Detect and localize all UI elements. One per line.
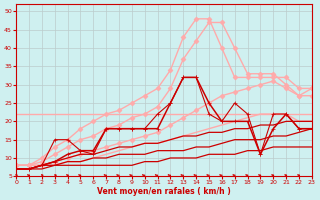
X-axis label: Vent moyen/en rafales ( km/h ): Vent moyen/en rafales ( km/h ) bbox=[97, 187, 231, 196]
